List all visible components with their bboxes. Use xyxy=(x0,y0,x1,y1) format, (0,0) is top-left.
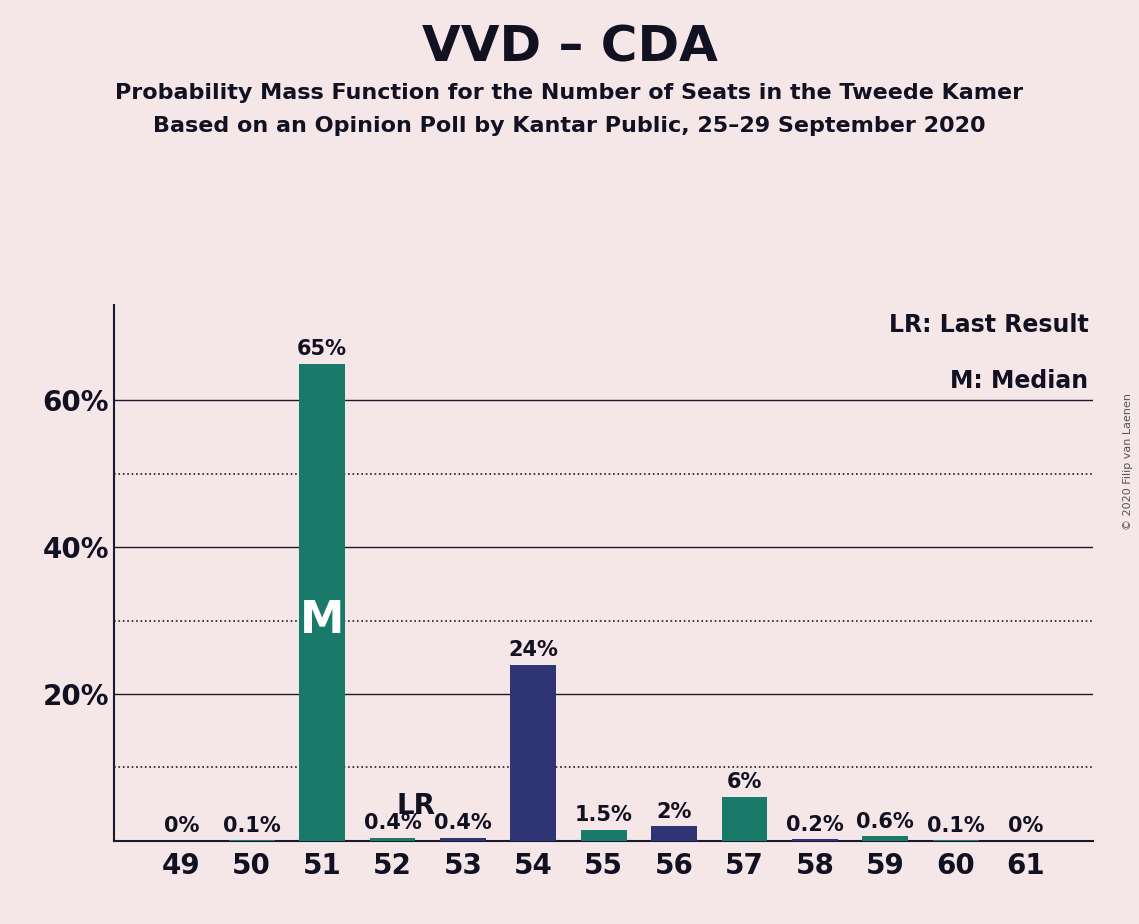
Text: 0.1%: 0.1% xyxy=(223,816,280,835)
Bar xyxy=(792,839,837,841)
Text: © 2020 Filip van Laenen: © 2020 Filip van Laenen xyxy=(1123,394,1133,530)
Text: M: M xyxy=(300,599,344,642)
Text: 6%: 6% xyxy=(727,772,762,793)
Bar xyxy=(510,664,556,841)
Text: M: Median: M: Median xyxy=(950,370,1089,394)
Bar xyxy=(300,364,345,841)
Text: 0%: 0% xyxy=(164,817,199,836)
Text: 2%: 2% xyxy=(656,802,691,821)
Text: 0.6%: 0.6% xyxy=(857,812,915,832)
Bar xyxy=(581,830,626,841)
Text: 0.2%: 0.2% xyxy=(786,815,844,835)
Text: 0.4%: 0.4% xyxy=(363,813,421,833)
Text: Probability Mass Function for the Number of Seats in the Tweede Kamer: Probability Mass Function for the Number… xyxy=(115,83,1024,103)
Bar xyxy=(652,826,697,841)
Text: 0%: 0% xyxy=(1008,817,1043,836)
Text: LR: LR xyxy=(396,792,435,820)
Text: 24%: 24% xyxy=(508,640,558,661)
Text: VVD – CDA: VVD – CDA xyxy=(421,23,718,71)
Bar xyxy=(862,836,908,841)
Bar xyxy=(440,838,485,841)
Text: 0.1%: 0.1% xyxy=(927,816,984,835)
Text: Based on an Opinion Poll by Kantar Public, 25–29 September 2020: Based on an Opinion Poll by Kantar Publi… xyxy=(153,116,986,136)
Bar xyxy=(370,838,416,841)
Text: 1.5%: 1.5% xyxy=(575,806,632,825)
Text: LR: Last Result: LR: Last Result xyxy=(888,313,1089,337)
Text: 0.4%: 0.4% xyxy=(434,813,492,833)
Text: 65%: 65% xyxy=(297,339,347,359)
Bar xyxy=(722,796,768,841)
